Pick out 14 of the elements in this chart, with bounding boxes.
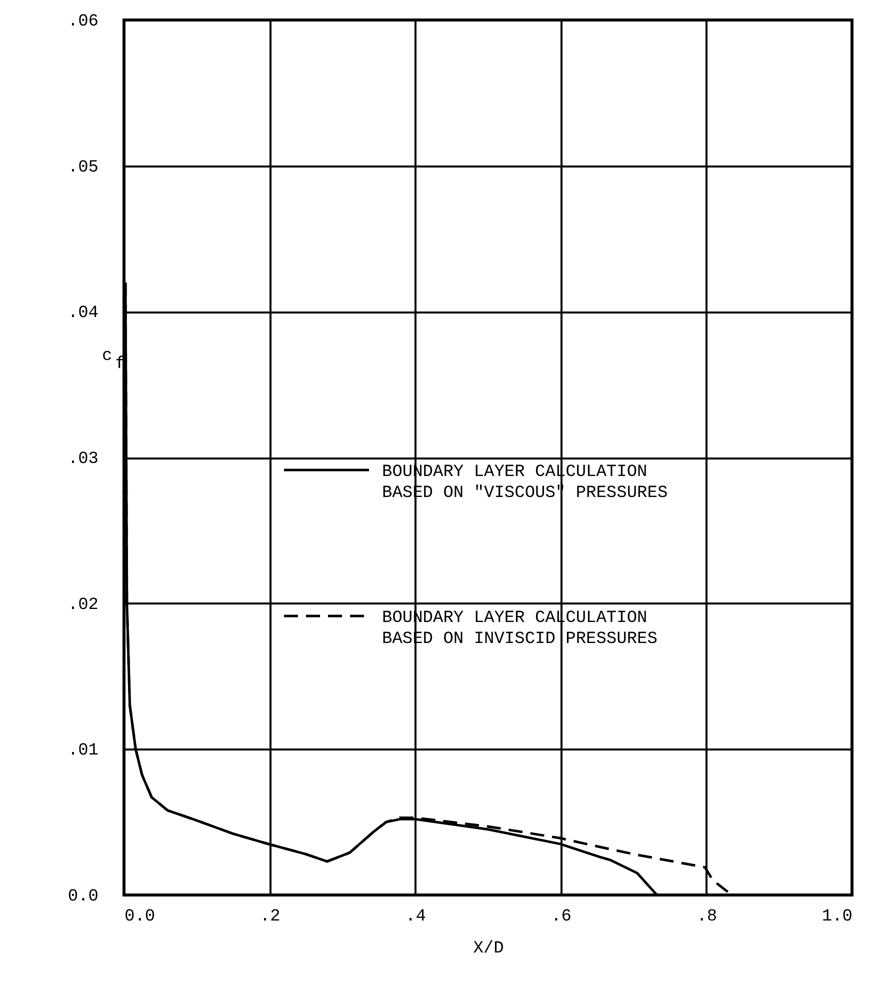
x-tick-label: .6 <box>551 908 572 926</box>
x-axis-title: X/D <box>473 940 504 958</box>
y-tick-label: .01 <box>68 742 98 761</box>
y-tick-label: .05 <box>68 158 98 178</box>
y-tick-label: .03 <box>68 450 98 469</box>
x-tick-label: .4 <box>405 908 426 926</box>
x-tick-label: .8 <box>696 908 718 926</box>
x-tick-label: 0.0 <box>124 908 156 926</box>
x-tick-label: .2 <box>260 908 280 926</box>
y-tick-label: 0.0 <box>68 888 98 906</box>
y-tick-label: .04 <box>68 304 98 324</box>
x-tick-label: 1.0 <box>822 908 852 926</box>
y-tick-label: .02 <box>68 596 98 615</box>
y-tick-label: .06 <box>68 12 98 32</box>
